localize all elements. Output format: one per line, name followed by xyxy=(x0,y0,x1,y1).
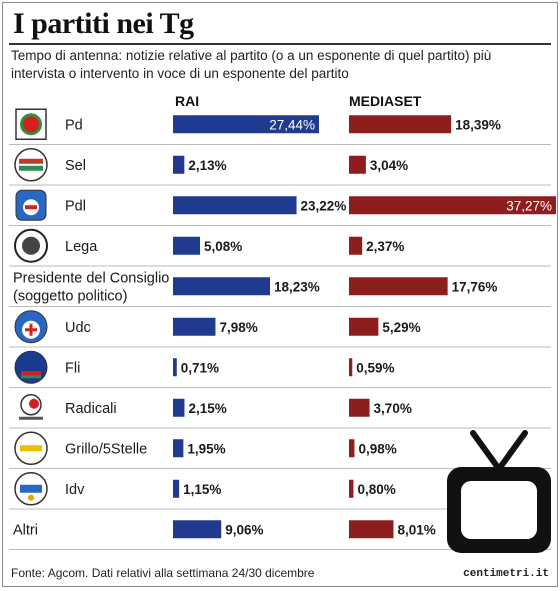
rai-value-label: 7,98% xyxy=(219,320,257,335)
m5s-logo-icon xyxy=(14,431,48,465)
mediaset-value-label: 17,76% xyxy=(452,279,498,294)
rai-bar xyxy=(173,398,185,417)
logo-band xyxy=(20,445,42,452)
rai-bar xyxy=(173,358,177,377)
sel-logo-icon xyxy=(14,148,48,182)
rai-bar xyxy=(173,277,270,296)
mediaset-bar xyxy=(349,479,354,498)
rai-column-header: RAI xyxy=(175,93,200,109)
mediaset-bar xyxy=(349,317,379,336)
idv-logo-icon xyxy=(14,472,48,506)
mediaset-column-header: MEDIASET xyxy=(349,93,422,109)
category-label: Presidente del Consiglio xyxy=(13,270,169,286)
mediaset-value-label: 18,39% xyxy=(455,117,501,132)
mediaset-bar xyxy=(349,358,353,377)
mediaset-bar xyxy=(349,277,448,296)
fli-logo-icon xyxy=(14,350,48,384)
mediaset-value-label: 37,27% xyxy=(506,198,552,213)
logo-ring xyxy=(14,350,48,384)
category-label: Idv xyxy=(65,482,85,498)
mediaset-value-label: 0,80% xyxy=(357,482,395,497)
rai-value-label: 23,22% xyxy=(301,198,347,213)
category-label: Sel xyxy=(65,158,86,174)
logo-band xyxy=(20,484,42,493)
mediaset-value-label: 3,04% xyxy=(370,158,408,173)
rai-value-label: 5,08% xyxy=(204,239,242,254)
mediaset-value-label: 3,70% xyxy=(374,401,412,416)
logo-band xyxy=(21,371,41,376)
rai-bar xyxy=(173,439,184,458)
radicali-logo-icon xyxy=(19,394,43,420)
rai-bar xyxy=(173,479,180,498)
title-rule xyxy=(9,43,551,45)
mediaset-value-label: 0,59% xyxy=(356,360,394,375)
rai-bar xyxy=(173,520,222,539)
logo-disc xyxy=(23,116,39,133)
category-label: Udc xyxy=(65,320,91,336)
mediaset-bar xyxy=(349,236,363,255)
logo-band xyxy=(19,416,43,420)
mediaset-bar xyxy=(349,398,370,417)
tv-screen xyxy=(461,481,537,539)
category-label: Pdl xyxy=(65,198,86,214)
rai-value-label: 0,71% xyxy=(181,360,219,375)
mediaset-bar xyxy=(349,196,556,215)
logo-ring xyxy=(14,148,48,182)
logo-band xyxy=(25,205,37,210)
source-note: Fonte: Agcom. Dati relativi alla settima… xyxy=(11,566,315,580)
logo-disc xyxy=(22,236,40,255)
mediaset-value-label: 8,01% xyxy=(397,522,435,537)
tv-icon xyxy=(447,430,551,553)
rai-value-label: 27,44% xyxy=(269,117,315,132)
udc-logo-icon xyxy=(14,310,48,344)
rai-value-label: 1,15% xyxy=(183,482,221,497)
logo-cross xyxy=(25,328,37,332)
category-label: Fli xyxy=(65,360,80,376)
category-label: Grillo/5Stelle xyxy=(65,441,147,457)
tv-antenna xyxy=(470,430,502,472)
rai-value-label: 18,23% xyxy=(274,279,320,294)
category-label: Pd xyxy=(65,117,83,133)
mediaset-value-label: 0,98% xyxy=(358,441,396,456)
logo-disc xyxy=(28,494,34,501)
lega-logo-icon xyxy=(14,228,48,263)
rai-bar xyxy=(173,155,185,174)
logo-disc xyxy=(29,398,39,409)
chart-subtitle: Tempo di antenna: notizie relative al pa… xyxy=(11,48,492,81)
logo-band xyxy=(19,165,43,171)
mediaset-bar xyxy=(349,115,452,134)
rai-bar xyxy=(173,236,201,255)
mediaset-value-label: 5,29% xyxy=(382,320,420,335)
rai-bar xyxy=(173,317,216,336)
rai-value-label: 9,06% xyxy=(225,522,263,537)
logo-band xyxy=(19,158,43,164)
rai-value-label: 2,15% xyxy=(188,401,226,416)
pdl-logo-icon xyxy=(15,189,47,221)
logo-band xyxy=(21,375,41,379)
mediaset-bar xyxy=(349,439,355,458)
tv-antenna xyxy=(496,430,528,472)
category-label: Altri xyxy=(13,522,38,538)
bar-chart: Pd 27,44% 18,39% Sel 2,13% 3,04% Pdl 23,22% 37,2… xyxy=(9,108,556,553)
mediaset-bar xyxy=(349,520,394,539)
category-label: Lega xyxy=(65,239,98,255)
chart-title: I partiti nei Tg xyxy=(13,7,194,40)
rai-bar xyxy=(173,196,297,215)
mediaset-bar xyxy=(349,155,366,174)
brand-credit: centimetri.it xyxy=(463,568,549,580)
rai-value-label: 1,95% xyxy=(187,441,225,456)
category-label: Radicali xyxy=(65,401,117,417)
rai-bar xyxy=(173,115,319,134)
mediaset-value-label: 2,37% xyxy=(366,239,404,254)
category-label: (soggetto politico) xyxy=(13,288,127,304)
pd-logo-icon xyxy=(15,108,47,140)
rai-value-label: 2,13% xyxy=(188,158,226,173)
